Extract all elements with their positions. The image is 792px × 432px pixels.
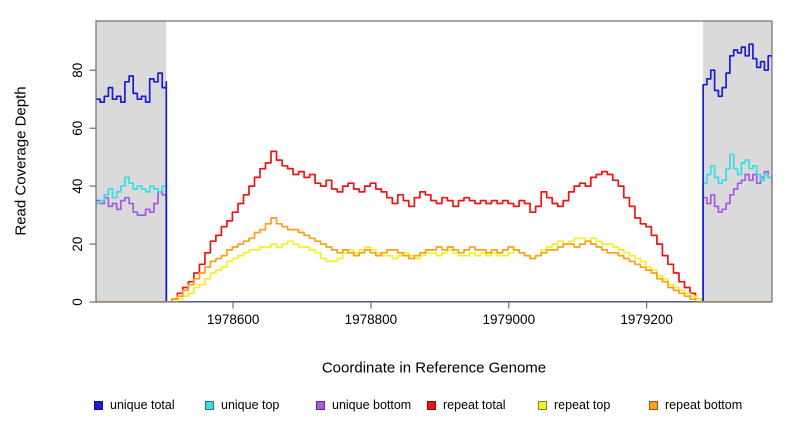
shaded-region-0: [96, 21, 167, 302]
legend-item-unique-bottom: unique bottom: [316, 398, 427, 412]
series-unique-bottom: [96, 170, 772, 302]
svg-text:0: 0: [70, 298, 85, 306]
legend-item-repeat-total: repeat total: [427, 398, 538, 412]
svg-text:1978800: 1978800: [345, 312, 398, 327]
legend-item-repeat-bottom: repeat bottom: [649, 398, 742, 412]
legend-swatch-unique-bottom: [316, 400, 325, 410]
svg-text:80: 80: [70, 63, 85, 78]
legend-label-repeat-top: repeat top: [554, 398, 611, 412]
legend-label-unique-bottom: unique bottom: [332, 398, 412, 412]
svg-text:60: 60: [70, 121, 85, 136]
legend-swatch-repeat-top: [538, 400, 547, 410]
svg-text:1979000: 1979000: [483, 312, 536, 327]
y-axis: 0 20 40 60 80: [70, 63, 96, 306]
series-unique-total: [96, 43, 772, 302]
legend-item-unique-total: unique total: [94, 398, 205, 412]
series-repeat-total: [96, 150, 772, 302]
legend: unique total unique top unique bottom repea…: [0, 398, 792, 412]
legend-label-unique-top: unique top: [221, 398, 280, 412]
series-unique-top: [96, 153, 772, 302]
svg-text:20: 20: [70, 237, 85, 252]
legend-label-unique-total: unique total: [110, 398, 175, 412]
legend-item-repeat-top: repeat top: [538, 398, 649, 412]
legend-swatch-unique-total: [94, 400, 103, 410]
plot-border: [95, 20, 773, 303]
svg-text:40: 40: [70, 179, 85, 194]
x-axis-title: Coordinate in Reference Genome: [321, 359, 547, 377]
legend-label-repeat-total: repeat total: [443, 398, 506, 412]
legend-label-repeat-bottom: repeat bottom: [665, 398, 743, 412]
series-repeat-top: [96, 237, 772, 302]
series-repeat-bottom: [96, 217, 772, 302]
y-axis-title: Read Coverage Depth: [12, 86, 30, 236]
legend-swatch-repeat-total: [427, 400, 436, 410]
svg-text:1979200: 1979200: [620, 312, 673, 327]
legend-swatch-repeat-bottom: [649, 400, 658, 410]
legend-swatch-unique-top: [205, 400, 214, 410]
x-axis: 1978600 1978800 1979000 1979200: [207, 302, 673, 327]
legend-item-unique-top: unique top: [205, 398, 316, 412]
svg-text:1978600: 1978600: [207, 312, 260, 327]
shaded-region-1: [703, 21, 772, 302]
